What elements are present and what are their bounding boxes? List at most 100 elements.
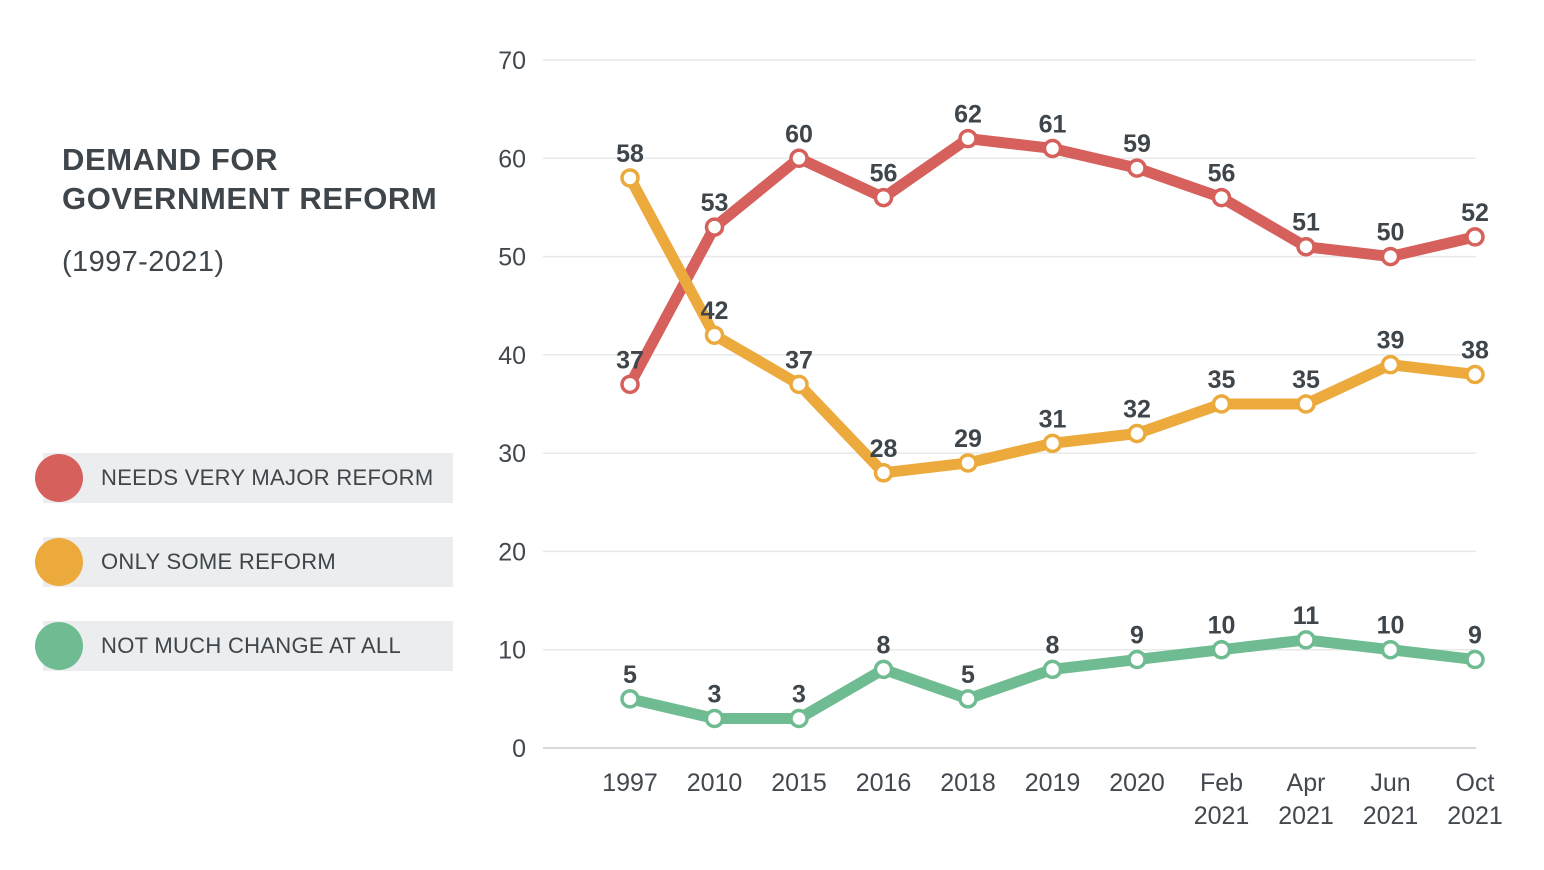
x-axis-label: 2015	[771, 769, 827, 797]
y-axis-tick-label: 10	[498, 637, 526, 665]
data-label: 37	[785, 346, 813, 374]
data-label: 59	[1123, 130, 1151, 158]
data-label: 8	[1046, 631, 1060, 659]
data-label: 5	[623, 661, 637, 689]
x-axis-label: Oct	[1456, 769, 1495, 797]
data-label: 35	[1292, 366, 1320, 394]
data-point	[1465, 227, 1485, 247]
data-label: 50	[1377, 219, 1405, 247]
data-point	[1042, 138, 1063, 159]
data-point	[1211, 187, 1232, 208]
data-label: 39	[1377, 327, 1405, 355]
legend-label: NEEDS VERY MAJOR REFORM	[101, 465, 434, 490]
data-label: 5	[961, 661, 975, 689]
x-axis-label-year: 2021	[1363, 802, 1419, 830]
legend-item-needs-very-major-reform: NEEDS VERY MAJOR REFORM	[35, 453, 453, 503]
page-title-line2: GOVERNMENT REFORM	[62, 181, 438, 216]
x-axis-label: 2018	[940, 769, 996, 797]
data-point	[873, 187, 894, 208]
data-label: 9	[1130, 622, 1144, 650]
data-point	[1380, 639, 1401, 660]
data-point	[873, 659, 894, 680]
legend-item-only-some-reform: ONLY SOME REFORM	[35, 537, 453, 587]
x-axis-label: Feb	[1200, 769, 1243, 797]
data-point	[1465, 364, 1485, 385]
data-label: 9	[1468, 622, 1482, 650]
data-label: 61	[1039, 110, 1067, 138]
y-axis-tick-label: 20	[498, 538, 526, 566]
data-point	[958, 128, 978, 149]
data-label: 52	[1461, 199, 1489, 227]
data-label: 11	[1293, 602, 1320, 630]
data-point	[873, 463, 894, 483]
data-label: 28	[870, 435, 898, 463]
data-point	[789, 148, 809, 169]
data-label: 38	[1461, 337, 1489, 365]
data-label: 3	[792, 681, 806, 709]
data-point	[1042, 433, 1063, 454]
data-label: 10	[1208, 612, 1236, 640]
page-title-line1: DEMAND FOR	[62, 142, 279, 177]
x-axis-label-year: 2021	[1194, 802, 1250, 830]
y-axis-tick-label: 40	[498, 342, 526, 370]
data-label: 31	[1039, 405, 1067, 433]
data-label: 37	[616, 346, 644, 374]
data-point	[958, 453, 978, 473]
data-label: 3	[708, 681, 722, 709]
x-axis-label: 1997	[602, 769, 658, 797]
x-axis-label-year: 2021	[1278, 802, 1334, 830]
chart-subtitle: (1997-2021)	[62, 246, 225, 278]
x-axis-label: 2016	[856, 769, 912, 797]
data-point	[704, 708, 725, 729]
data-label: 10	[1377, 612, 1405, 640]
data-label: 29	[954, 425, 982, 453]
data-label: 8	[877, 631, 891, 659]
data-point	[620, 689, 640, 709]
data-point	[1296, 236, 1316, 257]
data-label: 51	[1292, 209, 1320, 237]
x-axis-label: Apr	[1287, 769, 1326, 797]
series-line	[624, 133, 1481, 390]
data-point	[1211, 639, 1232, 660]
data-point	[1380, 246, 1401, 267]
data-point	[620, 168, 640, 188]
y-axis-tick-label: 60	[498, 145, 526, 173]
y-axis-tick-label: 30	[498, 440, 526, 468]
data-point	[1465, 649, 1485, 670]
data-label: 53	[701, 189, 729, 217]
y-axis-tick-label: 50	[498, 244, 526, 272]
green-circle-icon	[35, 622, 83, 670]
x-axis-label-year: 2021	[1447, 802, 1503, 830]
data-label: 35	[1208, 366, 1236, 394]
y-axis-tick-label: 0	[512, 735, 526, 763]
x-axis-label: 2019	[1025, 769, 1081, 797]
legend-label: ONLY SOME REFORM	[101, 549, 337, 574]
data-label: 60	[785, 120, 813, 148]
data-point	[620, 374, 640, 395]
data-point	[1211, 394, 1232, 414]
data-point	[789, 374, 809, 395]
x-axis-label: 2020	[1109, 769, 1165, 797]
data-point	[789, 708, 809, 729]
y-axis-tick-label: 70	[498, 47, 526, 75]
orange-circle-icon	[35, 538, 83, 586]
data-point	[958, 689, 978, 709]
data-point	[1127, 423, 1147, 444]
legend-label: NOT MUCH CHANGE AT ALL	[101, 633, 402, 658]
legend: NEEDS VERY MAJOR REFORM ONLY SOME REFORM…	[35, 453, 453, 705]
legend-item-not-much-change-at-all: NOT MUCH CHANGE AT ALL	[35, 621, 453, 671]
data-label: 62	[954, 101, 982, 129]
page-title: DEMAND FOR GOVERNMENT REFORM	[62, 140, 437, 218]
data-point	[1042, 659, 1063, 680]
x-axis-label: 2010	[687, 769, 743, 797]
data-point	[704, 217, 725, 237]
data-point	[1127, 158, 1147, 178]
data-label: 56	[1208, 160, 1236, 188]
data-label: 56	[870, 160, 898, 188]
data-point	[704, 325, 725, 345]
data-point	[1127, 649, 1147, 670]
data-point	[1296, 394, 1316, 414]
x-axis-label: Jun	[1370, 769, 1410, 797]
data-point	[1380, 354, 1401, 375]
